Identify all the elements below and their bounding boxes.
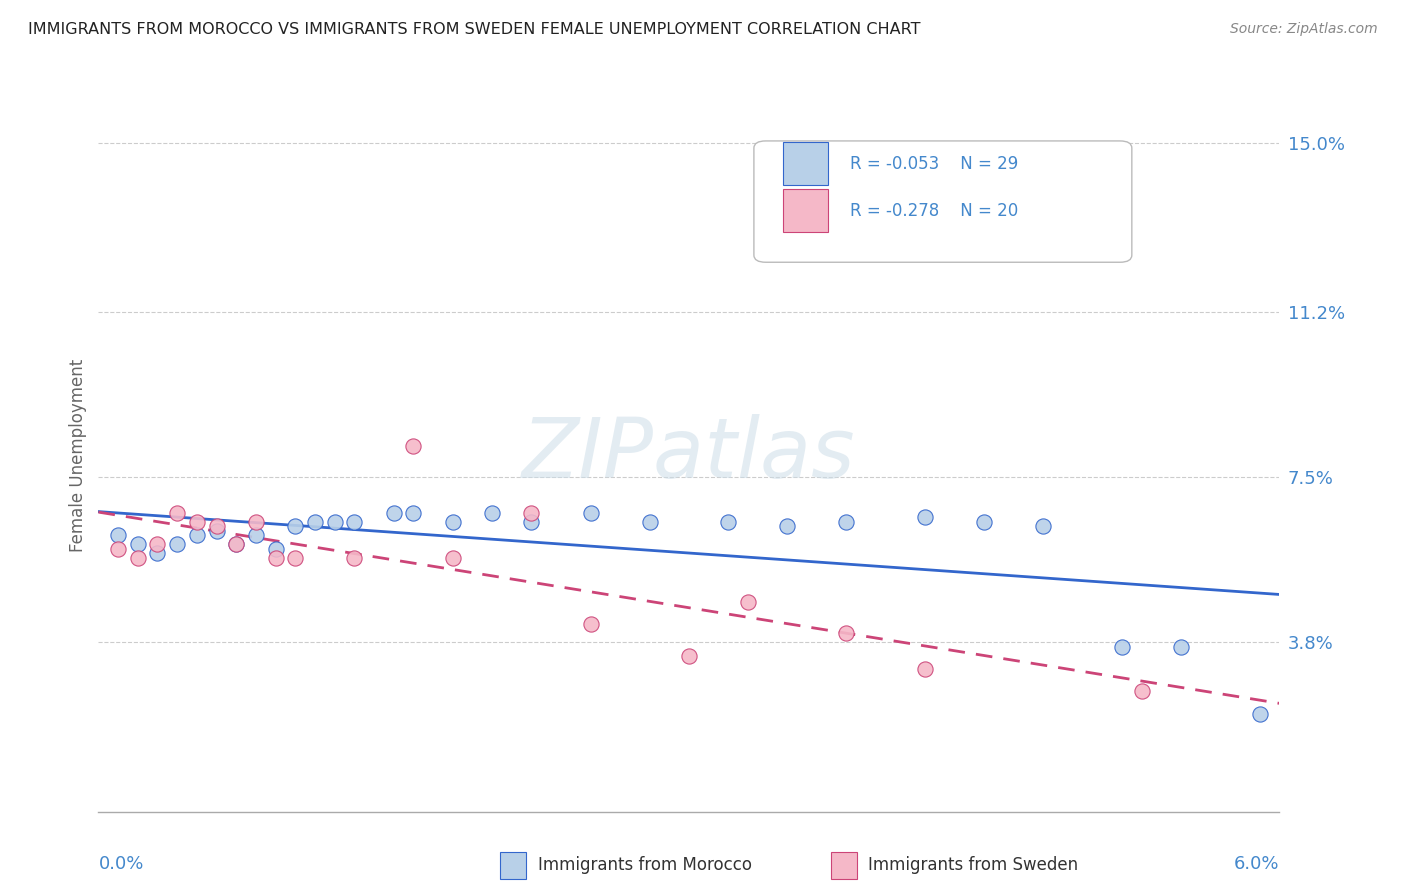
- Point: [205, 524, 228, 538]
- Point: [186, 528, 208, 542]
- Text: Immigrants from Sweden: Immigrants from Sweden: [869, 856, 1078, 874]
- Point: [107, 541, 129, 556]
- Point: [1032, 519, 1054, 533]
- Point: [245, 515, 267, 529]
- Point: [264, 550, 287, 565]
- Point: [402, 439, 425, 453]
- Text: Immigrants from Morocco: Immigrants from Morocco: [537, 856, 752, 874]
- Point: [914, 662, 936, 676]
- FancyBboxPatch shape: [831, 852, 856, 879]
- Point: [284, 519, 307, 533]
- Point: [973, 515, 995, 529]
- Point: [127, 550, 149, 565]
- Point: [166, 537, 188, 551]
- Point: [146, 546, 169, 560]
- FancyBboxPatch shape: [501, 852, 526, 879]
- Text: 0.0%: 0.0%: [98, 855, 143, 872]
- FancyBboxPatch shape: [783, 189, 828, 232]
- Point: [737, 595, 759, 609]
- Point: [127, 537, 149, 551]
- Point: [264, 541, 287, 556]
- Point: [382, 506, 405, 520]
- FancyBboxPatch shape: [754, 141, 1132, 262]
- Point: [343, 515, 366, 529]
- Text: IMMIGRANTS FROM MOROCCO VS IMMIGRANTS FROM SWEDEN FEMALE UNEMPLOYMENT CORRELATIO: IMMIGRANTS FROM MOROCCO VS IMMIGRANTS FR…: [28, 22, 921, 37]
- Point: [225, 537, 247, 551]
- Point: [1249, 706, 1271, 721]
- Text: 6.0%: 6.0%: [1234, 855, 1279, 872]
- Point: [579, 617, 602, 632]
- Point: [146, 537, 169, 551]
- Point: [166, 506, 188, 520]
- Point: [835, 515, 858, 529]
- Point: [520, 515, 543, 529]
- Point: [914, 510, 936, 524]
- Y-axis label: Female Unemployment: Female Unemployment: [69, 359, 87, 551]
- Point: [304, 515, 326, 529]
- Point: [284, 550, 307, 565]
- Text: R = -0.053    N = 29: R = -0.053 N = 29: [849, 155, 1018, 173]
- Point: [441, 550, 464, 565]
- Text: Source: ZipAtlas.com: Source: ZipAtlas.com: [1230, 22, 1378, 37]
- Point: [1111, 640, 1133, 654]
- Point: [678, 648, 700, 663]
- Point: [225, 537, 247, 551]
- Text: R = -0.278    N = 20: R = -0.278 N = 20: [849, 202, 1018, 219]
- Point: [441, 515, 464, 529]
- Point: [402, 506, 425, 520]
- Point: [323, 515, 346, 529]
- Point: [481, 506, 503, 520]
- Point: [205, 519, 228, 533]
- Point: [638, 515, 661, 529]
- Point: [1130, 684, 1153, 698]
- Point: [835, 626, 858, 640]
- Point: [717, 515, 740, 529]
- Point: [520, 506, 543, 520]
- Point: [776, 519, 799, 533]
- Point: [245, 528, 267, 542]
- Point: [343, 550, 366, 565]
- Point: [1170, 640, 1192, 654]
- Point: [107, 528, 129, 542]
- Point: [579, 506, 602, 520]
- FancyBboxPatch shape: [783, 143, 828, 186]
- Text: ZIPatlas: ZIPatlas: [522, 415, 856, 495]
- Point: [186, 515, 208, 529]
